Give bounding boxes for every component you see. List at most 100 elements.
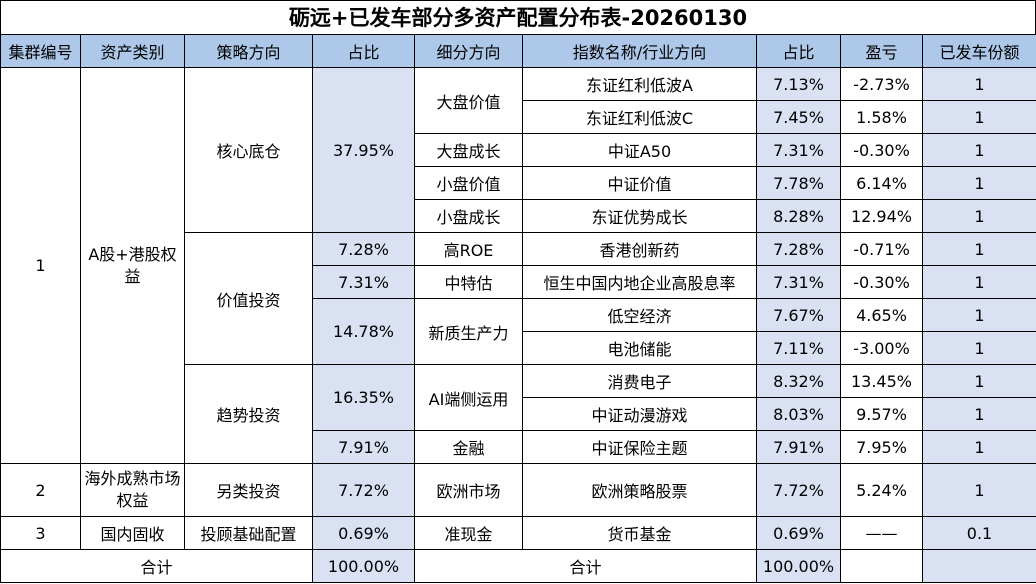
cluster-id: 1 <box>0 67 81 464</box>
shares: 1 <box>922 463 1036 517</box>
index-name: 货币基金 <box>522 516 757 550</box>
pnl: -0.30% <box>840 265 923 299</box>
pnl: -3.00% <box>840 331 923 365</box>
index-name: 消费电子 <box>522 364 757 398</box>
index-name: 低空经济 <box>522 298 757 332</box>
strategy: 趋势投资 <box>184 364 313 464</box>
index-name: 恒生中国内地企业高股息率 <box>522 265 757 299</box>
shares: 1 <box>922 331 1036 365</box>
sub-direction: 新质生产力 <box>414 298 523 365</box>
strategy: 价值投资 <box>184 232 313 365</box>
strategy-pct: 14.78% <box>312 298 415 365</box>
pnl: -2.73% <box>840 67 923 101</box>
shares: 1 <box>922 133 1036 167</box>
pnl: 7.95% <box>840 430 923 464</box>
shares: 1 <box>922 232 1036 266</box>
strategy-pct: 7.28% <box>312 232 415 266</box>
index-pct: 7.45% <box>756 100 841 134</box>
strategy-pct: 37.95% <box>312 67 415 233</box>
header-shares: 已发车份额 <box>922 34 1036 68</box>
pnl: 6.14% <box>840 166 923 200</box>
asset-class: 海外成熟市场权益 <box>80 463 185 517</box>
total-label-right: 合计 <box>414 549 757 583</box>
asset-class: A股+港股权益 <box>80 67 185 464</box>
shares: 1 <box>922 364 1036 398</box>
header-row: 集群编号 资产类别 策略方向 占比 细分方向 指数名称/行业方向 占比 盈亏 已… <box>0 34 1036 68</box>
index-name: 中证保险主题 <box>522 430 757 464</box>
shares: 1 <box>922 166 1036 200</box>
strategy: 投顾基础配置 <box>184 516 313 550</box>
shares: 1 <box>922 265 1036 299</box>
header-strategy: 策略方向 <box>184 34 313 68</box>
header-cluster-id: 集群编号 <box>0 34 81 68</box>
sub-direction: 大盘价值 <box>414 67 523 134</box>
total-shares-empty <box>922 549 1036 583</box>
header-index-pct: 占比 <box>756 34 841 68</box>
table-row: 小盘成长 东证优势成长 8.28% 12.94% 1 <box>1 199 1036 233</box>
strategy-pct: 7.91% <box>312 430 415 464</box>
table-row: 7.31% 中特估 恒生中国内地企业高股息率 7.31% -0.30% 1 <box>1 265 1036 299</box>
table-row: 2 海外成熟市场权益 另类投资 7.72% 欧洲市场 欧洲策略股票 7.72% … <box>0 463 1036 517</box>
index-pct: 7.28% <box>756 232 841 266</box>
sub-direction: 中特估 <box>414 265 523 299</box>
total-label-left: 合计 <box>0 549 313 583</box>
index-pct: 7.91% <box>756 430 841 464</box>
index-name: 中证动漫游戏 <box>522 397 757 431</box>
index-pct: 7.31% <box>756 133 841 167</box>
strategy-pct: 7.72% <box>312 463 415 517</box>
cluster-id: 2 <box>0 463 81 517</box>
table-row: 大盘成长 中证A50 7.31% -0.30% 1 <box>1 133 1036 167</box>
sub-direction: 准现金 <box>414 516 523 550</box>
pnl: 5.24% <box>840 463 923 517</box>
index-name: 中证价值 <box>522 166 757 200</box>
strategy: 另类投资 <box>184 463 313 517</box>
index-name: 香港创新药 <box>522 232 757 266</box>
index-pct: 8.03% <box>756 397 841 431</box>
pnl: 9.57% <box>840 397 923 431</box>
shares: 1 <box>922 298 1036 332</box>
index-name: 东证优势成长 <box>522 199 757 233</box>
index-pct: 8.28% <box>756 199 841 233</box>
pnl: 1.58% <box>840 100 923 134</box>
pnl: 13.45% <box>840 364 923 398</box>
index-name: 中证A50 <box>522 133 757 167</box>
sub-direction: 金融 <box>414 430 523 464</box>
table-row: 趋势投资 16.35% AI端侧运用 消费电子 8.32% 13.45% 1 <box>1 364 1036 464</box>
index-name: 欧洲策略股票 <box>522 463 757 517</box>
table-row: 1 A股+港股权益 核心底仓 37.95% 大盘价值 东证红利低波A 7.13%… <box>0 67 1036 464</box>
sub-direction: AI端侧运用 <box>414 364 523 431</box>
pnl: -0.30% <box>840 133 923 167</box>
asset-class: 国内固收 <box>80 516 185 550</box>
header-asset-class: 资产类别 <box>80 34 185 68</box>
table-row: 7.91% 金融 中证保险主题 7.91% 7.95% 1 <box>1 430 1036 464</box>
strategy: 核心底仓 <box>184 67 313 233</box>
shares: 1 <box>922 430 1036 464</box>
strategy-pct: 0.69% <box>312 516 415 550</box>
header-index-name: 指数名称/行业方向 <box>522 34 757 68</box>
shares: 0.1 <box>922 516 1036 550</box>
sub-direction: 欧洲市场 <box>414 463 523 517</box>
index-pct: 0.69% <box>756 516 841 550</box>
total-row: 合计 100.00% 合计 100.00% <box>0 549 1036 583</box>
sub-direction: 小盘价值 <box>414 166 523 200</box>
table-row: 3 国内固收 投顾基础配置 0.69% 准现金 货币基金 0.69% —— 0.… <box>0 516 1036 550</box>
table-title: 砺远+已发车部分多资产配置分布表-20260130 <box>0 0 1036 34</box>
shares: 1 <box>922 67 1036 101</box>
index-pct: 7.67% <box>756 298 841 332</box>
cluster-id: 3 <box>0 516 81 550</box>
header-pnl: 盈亏 <box>840 34 923 68</box>
table-row: 中证动漫游戏 8.03% 9.57% 1 <box>1 397 1036 431</box>
shares: 1 <box>922 199 1036 233</box>
table-row: 东证红利低波C 7.45% 1.58% 1 <box>1 100 1036 134</box>
sub-direction: 高ROE <box>414 232 523 266</box>
strategy-pct: 16.35% <box>312 364 415 431</box>
index-pct: 7.11% <box>756 331 841 365</box>
index-name: 电池储能 <box>522 331 757 365</box>
pnl: 4.65% <box>840 298 923 332</box>
index-pct: 8.32% <box>756 364 841 398</box>
total-pnl-empty <box>840 549 923 583</box>
index-name: 东证红利低波C <box>522 100 757 134</box>
table-row: 14.78% 新质生产力 低空经济 7.67% 4.65% 1 <box>1 298 1036 365</box>
shares: 1 <box>922 100 1036 134</box>
